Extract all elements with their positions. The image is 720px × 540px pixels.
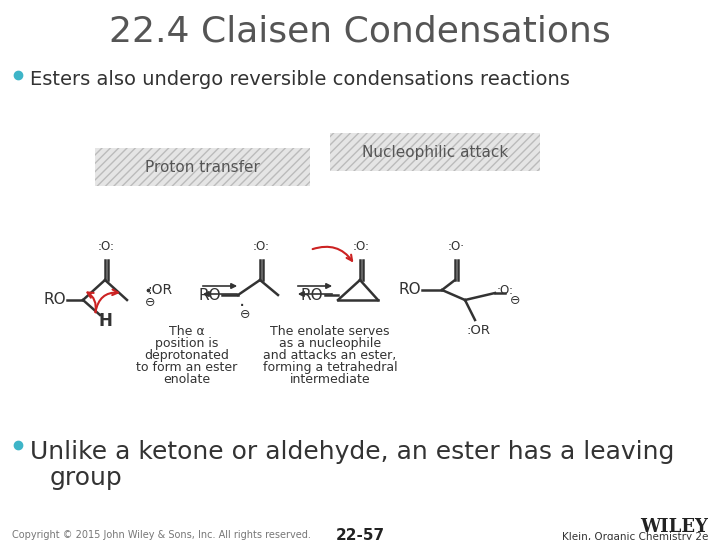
Text: The enolate serves: The enolate serves — [270, 325, 390, 338]
Text: RO: RO — [399, 282, 421, 298]
Text: RO: RO — [301, 287, 323, 302]
Text: Copyright © 2015 John Wiley & Sons, Inc. All rights reserved.: Copyright © 2015 John Wiley & Sons, Inc.… — [12, 530, 311, 540]
Text: RO: RO — [199, 287, 221, 302]
Bar — [95, 148, 310, 186]
Text: Unlike a ketone or aldehyde, an ester has a leaving: Unlike a ketone or aldehyde, an ester ha… — [30, 440, 675, 464]
Text: $\ominus$: $\ominus$ — [239, 308, 251, 321]
Text: enolate: enolate — [163, 373, 210, 386]
Text: Klein, Organic Chemistry 2e: Klein, Organic Chemistry 2e — [562, 532, 708, 540]
Text: Nucleophilic attack: Nucleophilic attack — [362, 145, 508, 159]
Text: :O·: :O· — [448, 240, 464, 253]
Text: :O:: :O: — [253, 240, 269, 253]
Text: The α: The α — [169, 325, 204, 338]
Text: 22-57: 22-57 — [336, 528, 384, 540]
Text: forming a tetrahedral: forming a tetrahedral — [263, 361, 397, 374]
Text: deprotonated: deprotonated — [145, 349, 230, 362]
Text: and attacks an ester,: and attacks an ester, — [264, 349, 397, 362]
Text: Proton transfer: Proton transfer — [145, 159, 260, 174]
Text: 22.4 Claisen Condensations: 22.4 Claisen Condensations — [109, 15, 611, 49]
Text: :OR: :OR — [466, 323, 490, 336]
Text: :O:: :O: — [353, 240, 369, 253]
Text: :O:: :O: — [497, 284, 513, 296]
Text: ·: · — [239, 298, 245, 316]
Text: to form an ester: to form an ester — [136, 361, 238, 374]
Text: position is: position is — [156, 337, 219, 350]
Text: Esters also undergo reversible condensations reactions: Esters also undergo reversible condensat… — [30, 70, 570, 89]
Bar — [330, 133, 540, 171]
Bar — [95, 148, 310, 186]
Text: intermediate: intermediate — [289, 373, 370, 386]
Text: WILEY: WILEY — [640, 518, 708, 536]
Text: RO: RO — [44, 293, 66, 307]
Text: $\ominus$: $\ominus$ — [509, 294, 521, 307]
Text: :OR: :OR — [148, 283, 173, 297]
Text: as a nucleophile: as a nucleophile — [279, 337, 381, 350]
Text: group: group — [50, 466, 122, 490]
Text: :O:: :O: — [97, 240, 114, 253]
Text: H: H — [98, 312, 112, 330]
Text: $\ominus$: $\ominus$ — [144, 296, 156, 309]
Bar — [330, 133, 540, 171]
